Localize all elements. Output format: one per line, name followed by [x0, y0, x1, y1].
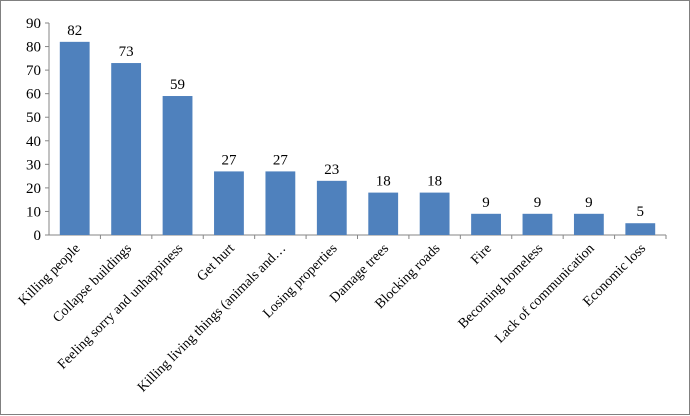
y-tick-label: 0	[34, 228, 42, 244]
bar	[471, 213, 501, 235]
bar	[59, 41, 90, 235]
x-tick-label: Fire	[468, 241, 495, 268]
data-label: 27	[221, 152, 237, 168]
data-label: 18	[427, 174, 442, 190]
y-tick-label: 50	[26, 110, 41, 126]
y-tick-label: 20	[26, 181, 41, 197]
x-tick-label: Get hurt	[194, 241, 237, 284]
bar	[214, 171, 244, 235]
data-label: 5	[637, 204, 645, 220]
data-label: 9	[482, 195, 490, 211]
data-label: 27	[273, 152, 289, 168]
x-tick-label: Becoming homeless	[456, 241, 547, 332]
bar	[573, 213, 604, 235]
bar	[625, 223, 656, 235]
data-label: 73	[119, 44, 134, 60]
bar	[265, 171, 296, 235]
bar	[111, 63, 142, 235]
x-tick-label: Lack of communication	[493, 241, 598, 346]
data-label: 23	[324, 162, 339, 178]
y-tick-label: 60	[26, 87, 41, 103]
y-tick-label: 90	[26, 16, 41, 32]
bar	[162, 96, 193, 236]
y-tick-label: 40	[26, 134, 41, 150]
y-tick-label: 10	[26, 204, 41, 220]
bar	[368, 192, 399, 235]
bar	[419, 192, 450, 235]
data-label: 9	[534, 195, 542, 211]
data-label: 59	[170, 77, 185, 93]
y-tick-label: 30	[26, 157, 41, 173]
bar	[316, 180, 347, 235]
y-tick-label: 70	[26, 63, 41, 79]
bar	[522, 213, 553, 235]
data-label: 9	[585, 195, 593, 211]
y-tick-label: 80	[26, 40, 41, 56]
data-label: 82	[67, 23, 82, 39]
data-label: 18	[376, 174, 391, 190]
